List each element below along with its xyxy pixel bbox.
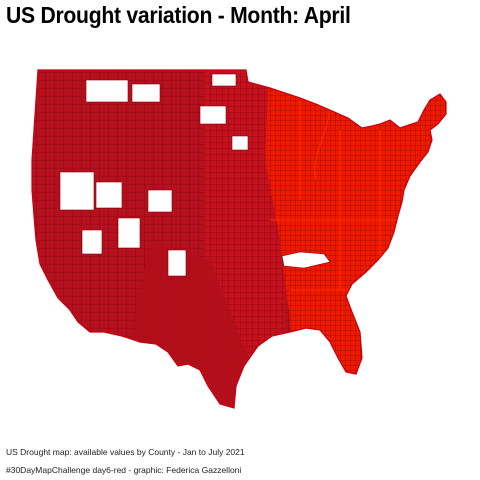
missing-data-areas [59,73,331,277]
drought-map [0,40,480,440]
us-outline [31,69,447,409]
county-layer [32,70,446,408]
map-caption: US Drought map: available values by Coun… [6,447,245,457]
map-credit: #30DayMapChallenge day6-red - graphic: F… [6,465,242,475]
map-title: US Drought variation - Month: April [6,2,351,28]
state-borders [270,100,400,291]
